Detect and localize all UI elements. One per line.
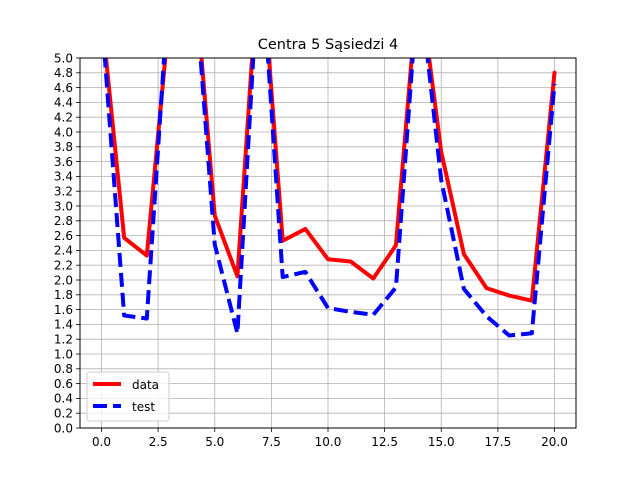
y-axis: 0.00.20.40.60.81.01.21.41.61.82.02.22.42…	[54, 51, 80, 435]
y-tick-label: 0.0	[54, 421, 73, 435]
y-tick-label: 0.4	[54, 392, 73, 406]
y-tick-label: 3.2	[54, 185, 73, 199]
y-tick-label: 1.4	[54, 318, 73, 332]
y-tick-label: 4.4	[54, 96, 73, 110]
legend-label-data: data	[132, 378, 159, 392]
y-tick-label: 1.8	[54, 288, 73, 302]
y-tick-label: 2.0	[54, 273, 73, 287]
x-tick-label: 0.0	[92, 435, 111, 449]
y-tick-label: 1.2	[54, 333, 73, 347]
y-tick-label: 3.8	[54, 140, 73, 154]
y-tick-label: 0.8	[54, 362, 73, 376]
x-tick-label: 17.5	[485, 435, 512, 449]
y-tick-label: 4.0	[54, 125, 73, 139]
x-tick-label: 15.0	[428, 435, 455, 449]
y-tick-label: 2.8	[54, 214, 73, 228]
y-tick-label: 2.2	[54, 259, 73, 273]
y-tick-label: 2.4	[54, 244, 73, 258]
y-tick-label: 1.0	[54, 347, 73, 361]
chart-title: Centra 5 Sąsiedzi 4	[258, 37, 398, 53]
y-tick-label: 2.6	[54, 229, 73, 243]
y-tick-label: 0.6	[54, 377, 73, 391]
y-tick-label: 4.8	[54, 66, 73, 80]
y-tick-label: 3.0	[54, 199, 73, 213]
x-tick-label: 5.0	[205, 435, 224, 449]
series-layer	[102, 58, 557, 338]
series-line-data	[103, 58, 557, 303]
x-tick-label: 10.0	[315, 435, 342, 449]
x-tick-label: 12.5	[371, 435, 398, 449]
y-tick-label: 3.4	[54, 170, 73, 184]
y-tick-label: 5.0	[54, 51, 73, 65]
y-tick-label: 4.2	[54, 111, 73, 125]
x-axis: 0.0 2.5 5.0 7.5 10.0 12.5 15.0 17.5 20.0	[92, 428, 568, 449]
legend: data test	[86, 371, 170, 422]
y-tick-label: 3.6	[54, 155, 73, 169]
y-tick-label: 0.2	[54, 407, 73, 421]
x-tick-label: 7.5	[262, 435, 281, 449]
y-tick-label: 1.6	[54, 303, 73, 317]
x-tick-label: 2.5	[149, 435, 168, 449]
x-tick-label: 20.0	[541, 435, 568, 449]
legend-label-test: test	[132, 400, 155, 414]
series-line-test	[102, 58, 557, 338]
y-tick-label: 4.6	[54, 81, 73, 95]
